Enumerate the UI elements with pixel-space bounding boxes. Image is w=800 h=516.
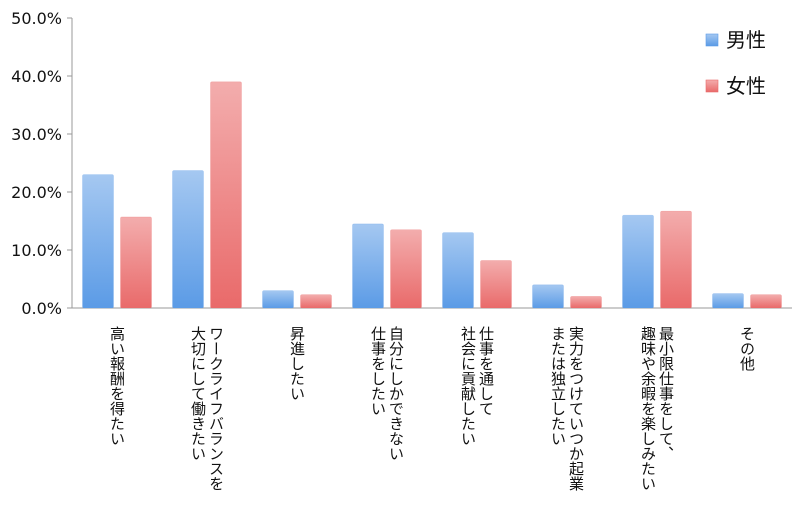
bar-female: [660, 210, 692, 309]
y-tick-label: 20.0%: [11, 183, 62, 202]
bar-female: [390, 229, 422, 309]
bar-female: [750, 294, 782, 309]
legend-swatch-male: [705, 33, 719, 47]
bar-layer: [82, 81, 782, 309]
x-category-label-line: 最小限仕事をして、: [657, 326, 675, 461]
bar-male: [532, 284, 564, 309]
bar-female: [480, 260, 512, 309]
bar-male: [82, 174, 114, 309]
bar-female: [300, 294, 332, 309]
x-category-label-line: ワークライフバランスを: [207, 326, 225, 491]
bar-male: [262, 290, 294, 309]
x-category-label-line: 高い報酬を得たい: [108, 326, 126, 446]
x-category-label-line: 趣味や余暇を楽しみたい: [639, 326, 657, 491]
bar-male: [172, 170, 204, 309]
bar-male: [442, 232, 474, 309]
y-tick-label: 30.0%: [11, 125, 62, 144]
x-category-label-line: または独立したい: [549, 326, 567, 446]
bar-female: [120, 216, 152, 309]
bar-female: [210, 81, 242, 309]
y-tick-label: 50.0%: [11, 9, 62, 28]
x-category-label-line: 仕事を通して: [477, 326, 495, 416]
y-tick-label: 0.0%: [21, 299, 62, 318]
legend-label-female: 女性: [726, 74, 766, 98]
bar-male: [712, 293, 744, 309]
x-category-label-line: その他: [738, 326, 756, 372]
x-category-label-line: 昇進したい: [288, 326, 306, 401]
x-category-label: 昇進したい: [288, 326, 306, 401]
bar-male: [622, 214, 654, 309]
x-category-label: その他: [738, 326, 756, 372]
x-category-label-line: 自分にしかできない: [387, 326, 405, 461]
y-tick-label: 10.0%: [11, 241, 62, 260]
bar-female: [570, 296, 602, 309]
x-category-label-line: 社会に貢献したい: [459, 326, 477, 446]
y-tick-label: 40.0%: [11, 67, 62, 86]
x-category-label: 最小限仕事をして、趣味や余暇を楽しみたい: [639, 326, 675, 491]
bar-male: [352, 223, 384, 309]
legend-swatch-female: [705, 79, 719, 93]
x-category-label-line: 仕事をしたい: [369, 326, 387, 416]
x-category-label-line: 実力をつけていつか起業: [567, 326, 585, 491]
legend-label-male: 男性: [726, 28, 766, 52]
x-category-label: 高い報酬を得たい: [108, 326, 126, 446]
x-category-label-line: 大切にして働きたい: [189, 326, 207, 461]
